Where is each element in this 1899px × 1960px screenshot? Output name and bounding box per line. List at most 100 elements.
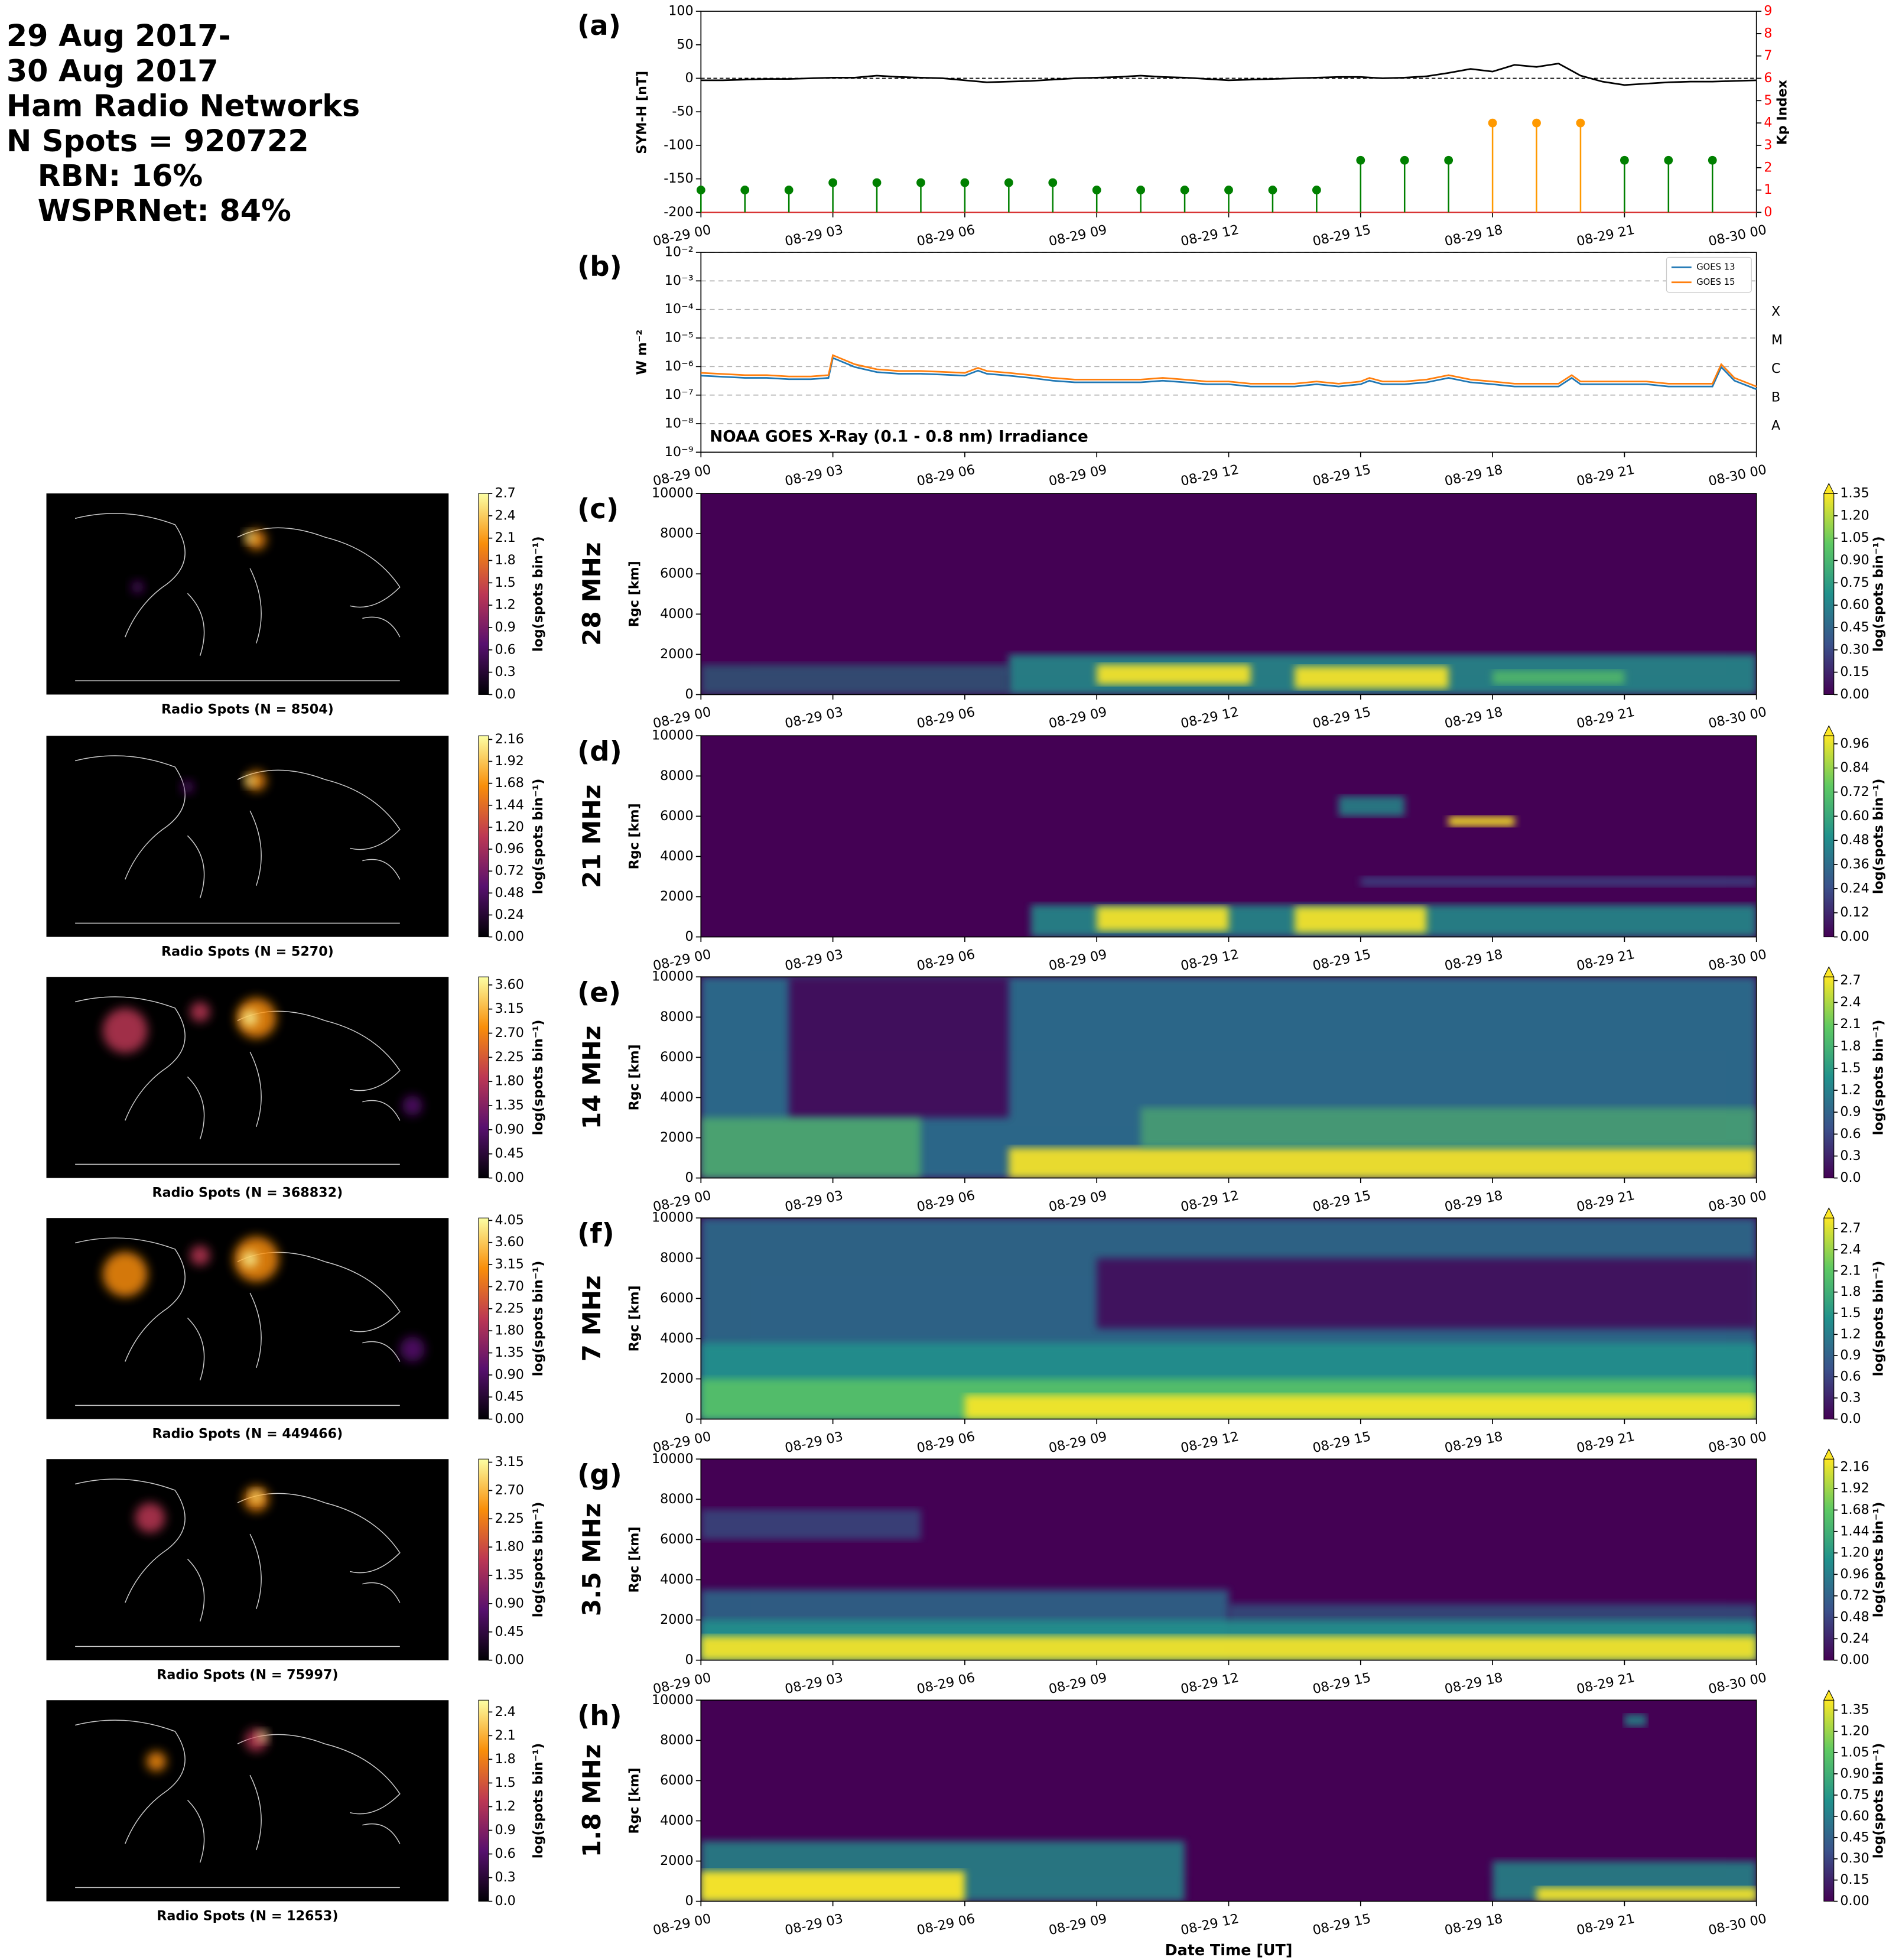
colorbar-tick-label: 1.5: [495, 575, 515, 590]
colorbar-tick-label: 1.20: [1840, 1545, 1869, 1561]
kp-marker: [1400, 155, 1409, 165]
colorbar-tick-label: 0.6: [495, 1846, 515, 1861]
colorbar: [478, 735, 489, 938]
y-tick-label: 6000: [660, 1049, 693, 1065]
colorbar-tick-label: 1.05: [1840, 1744, 1869, 1760]
panel-label: (d): [577, 735, 622, 767]
colorbar-tick-label: 0.96: [495, 841, 523, 857]
heatmap-region: [1338, 796, 1405, 817]
heatmap-image: [701, 493, 1757, 695]
colorbar-tick-label: 0.72: [1840, 1588, 1869, 1603]
flare-class-label: X: [1771, 304, 1780, 319]
colorbar-tick-label: 1.2: [1840, 1327, 1861, 1342]
coastline: [74, 755, 401, 924]
data-line: [701, 63, 1757, 86]
y-axis-label: Rgc [km]: [627, 1526, 642, 1592]
colorbar-tick-label: 0.00: [1840, 1652, 1869, 1668]
colorbar-tick-label: 1.20: [495, 819, 523, 834]
colorbar: [478, 976, 489, 1179]
spot-cluster: [245, 775, 255, 786]
kp-marker: [1444, 155, 1453, 165]
heatmap-region: [701, 664, 1009, 695]
colorbar: [1823, 493, 1835, 695]
colorbar-tick-label: 2.25: [495, 1301, 523, 1316]
colorbar-tick-label: 2.7: [1840, 1221, 1861, 1236]
colorbar-label: log(spots bin⁻¹): [1871, 1020, 1886, 1136]
heatmap-region: [1009, 1148, 1757, 1178]
colorbar: [478, 493, 489, 695]
colorbar-tick-label: 0.15: [1840, 1872, 1869, 1887]
kp-marker: [696, 186, 705, 194]
y-tick-label: 8000: [660, 526, 693, 541]
y-tick-label: 2000: [660, 646, 693, 662]
y-tick-label: -50: [672, 104, 693, 119]
colorbar-tick-label: 0.30: [1840, 642, 1869, 657]
heatmap-region: [1097, 906, 1229, 931]
y2-tick-label: 8: [1764, 25, 1772, 41]
y-tick-label: 8000: [660, 1491, 693, 1507]
y2-tick-label: 7: [1764, 48, 1772, 63]
panel-label: (b): [577, 251, 622, 282]
colorbar-tick-label: 1.35: [1840, 486, 1869, 501]
colorbar-label: log(spots bin⁻¹): [531, 536, 546, 652]
colorbar-label: log(spots bin⁻¹): [531, 1020, 546, 1136]
colorbar-tick-label: 0.45: [495, 1389, 523, 1405]
colorbar-tick-label: 3.15: [495, 1001, 523, 1016]
y-tick-label: 0: [685, 1652, 693, 1668]
colorbar-tick-label: 1.35: [495, 1568, 523, 1583]
heatmap-region: [1360, 876, 1757, 887]
heatmap-region: [1624, 1714, 1647, 1727]
colorbar-tick-label: 2.1: [1840, 1016, 1861, 1032]
colorbar-label: log(spots bin⁻¹): [1871, 536, 1886, 652]
colorbar-tick-label: 2.70: [495, 1025, 523, 1041]
y-tick-label: 6000: [660, 808, 693, 824]
colorbar-tick-label: 2.7: [495, 486, 515, 501]
colorbar-tick-label: 0.96: [1840, 1566, 1869, 1582]
flare-class-label: C: [1771, 361, 1781, 376]
spot-cluster: [245, 532, 255, 542]
y-tick-label: 0: [685, 929, 693, 944]
colorbar-tick-label: 0.90: [495, 1367, 523, 1382]
y-tick-label: 10⁻⁸: [665, 415, 694, 431]
y-tick-label: 4000: [660, 606, 693, 622]
colorbar-tick-label: 1.35: [495, 1098, 523, 1113]
y2-tick-label: 3: [1764, 137, 1772, 152]
header-line: 30 Aug 2017: [6, 53, 219, 88]
kp-marker: [1268, 186, 1277, 194]
colorbar-tick-label: 0.6: [495, 642, 515, 657]
band-label: 7 MHz: [577, 1275, 606, 1361]
colorbar-tick-label: 0.75: [1840, 1787, 1869, 1802]
kp-marker: [1620, 155, 1629, 165]
heatmap-image: [701, 1459, 1757, 1660]
colorbar-tick-label: 1.44: [1840, 1523, 1869, 1539]
kp-marker: [1048, 178, 1058, 187]
colorbar-tick-label: 1.05: [1840, 530, 1869, 545]
y-tick-label: 10000: [652, 1692, 694, 1708]
kp-marker: [1356, 155, 1365, 165]
y-tick-label: 10000: [652, 969, 694, 984]
colorbar-tick-label: 1.2: [1840, 1083, 1861, 1098]
kp-marker: [1312, 186, 1321, 194]
coastline: [74, 1478, 401, 1647]
colorbar-tick-label: 1.5: [1840, 1305, 1861, 1321]
legend-box: [1666, 256, 1752, 293]
y2-tick-label: 5: [1764, 93, 1772, 108]
y-tick-label: 0: [685, 1893, 693, 1909]
colorbar-tick-label: 1.80: [495, 1539, 523, 1555]
colorbar-tick-label: 0.84: [1840, 760, 1869, 775]
band-label: 1.8 MHz: [577, 1744, 606, 1858]
colorbar-tick-label: 1.35: [1840, 1702, 1869, 1718]
y-tick-label: -150: [664, 171, 693, 186]
spot-cluster: [190, 1002, 210, 1022]
colorbar-tick-label: 0.00: [1840, 687, 1869, 702]
map-background: [46, 493, 449, 695]
colorbar-tick-label: 0.0: [1840, 1170, 1861, 1185]
y2-tick-label: 2: [1764, 160, 1772, 175]
colorbar-tick-label: 2.4: [1840, 1241, 1861, 1257]
band-label: 21 MHz: [577, 785, 606, 889]
colorbar-tick-label: 0.3: [1840, 1390, 1861, 1405]
colorbar-tick-label: 0.3: [495, 664, 515, 680]
spot-cluster: [242, 1010, 258, 1026]
colorbar: [1823, 1217, 1835, 1420]
spot-cluster: [251, 1491, 262, 1502]
